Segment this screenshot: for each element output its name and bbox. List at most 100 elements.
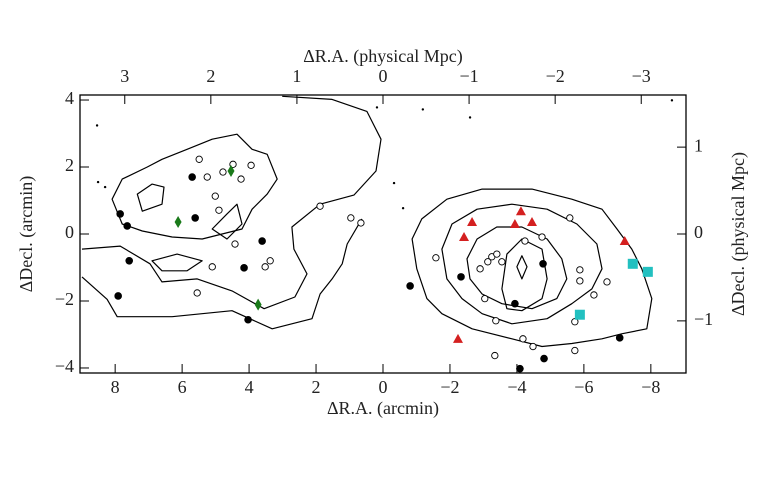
dot-point (670, 99, 674, 102)
open-circle-point (237, 175, 245, 183)
open-circle-point (211, 192, 219, 200)
diamond-point (254, 298, 262, 311)
open-circle-point (357, 219, 365, 227)
filled-circle-point (191, 214, 199, 222)
open-circle-point (491, 351, 499, 360)
open-circle-point (432, 254, 440, 262)
filled-circle-point (615, 334, 624, 342)
filled-circle-point (258, 237, 266, 245)
contour (136, 183, 165, 212)
filled-circle-point (116, 210, 124, 218)
open-circle-point (481, 294, 489, 303)
x2-tick-label: −2 (546, 66, 565, 86)
contour (441, 203, 603, 325)
open-circle-point (316, 202, 324, 210)
open-circle-point (484, 258, 492, 266)
x-tick-label: 6 (178, 377, 187, 397)
open-circle-point (576, 266, 584, 274)
square-point (642, 266, 653, 277)
y-tick-label: 2 (65, 155, 74, 175)
filled-circle-point (540, 354, 548, 363)
dot-point (96, 180, 100, 184)
y-tick-label: 4 (65, 88, 74, 108)
filled-circle-point (244, 315, 252, 324)
open-circle-point (529, 342, 537, 351)
x-tick-label: −6 (574, 377, 593, 397)
triangle-point (509, 218, 520, 228)
filled-circle-point (125, 256, 134, 265)
contour (501, 238, 548, 312)
open-circle-point (347, 214, 355, 222)
open-circle-point (208, 263, 216, 271)
open-circle-point (521, 237, 529, 245)
x2-tick-label: −3 (632, 66, 651, 86)
filled-circle-point (240, 264, 248, 272)
dot-point (401, 207, 405, 210)
y2-tick-label: 0 (694, 222, 703, 242)
triangle-point (452, 333, 463, 343)
x2-tick-label: −1 (460, 66, 479, 86)
square-point (627, 258, 638, 269)
contour (81, 218, 363, 330)
x2-tick-label: 2 (206, 66, 215, 86)
dot-point (375, 106, 379, 109)
x-tick-label: −4 (507, 377, 526, 397)
open-circle-point (576, 277, 584, 285)
open-circle-point (492, 317, 500, 325)
dot-point (95, 124, 99, 127)
triangle-point (459, 232, 470, 242)
x-tick-label: 8 (111, 377, 120, 397)
open-circle-point (266, 257, 274, 265)
x2-tick-label: 0 (379, 66, 388, 86)
triangle-point (619, 236, 630, 246)
filled-circle-point (114, 292, 122, 300)
contour (111, 133, 278, 240)
contour (516, 255, 528, 280)
triangle-point (515, 206, 526, 216)
filled-circle-point (188, 173, 196, 181)
y-axis-label: ΔDecl. (arcmin) (16, 176, 37, 293)
diamond-point (174, 215, 182, 228)
diamond-point (227, 165, 235, 178)
plot-frame (79, 94, 687, 374)
open-circle-point (195, 155, 203, 163)
y-tick-label: −4 (55, 356, 74, 376)
x-tick-label: 0 (379, 377, 388, 397)
dot-point (421, 108, 425, 111)
x2-tick-label: 1 (292, 66, 301, 86)
contour (211, 203, 243, 240)
open-circle-point (476, 265, 484, 273)
open-circle-point (203, 173, 211, 181)
contour (81, 95, 382, 310)
triangle-point (526, 216, 537, 226)
filled-circle-point (539, 260, 547, 268)
open-circle-point (219, 168, 227, 176)
triangle-point (467, 216, 478, 226)
open-circle-point (590, 291, 598, 299)
open-circle-point (566, 214, 574, 222)
filled-circle-point (406, 282, 414, 290)
contour (151, 253, 203, 272)
dot-point (103, 185, 107, 189)
open-circle-point (247, 161, 255, 169)
dot-point (468, 116, 472, 119)
open-circle-point (571, 318, 579, 326)
filled-circle-point (457, 273, 465, 281)
open-circle-point (498, 258, 506, 266)
filled-circle-point (511, 299, 519, 308)
x2-tick-label: 3 (120, 66, 129, 86)
open-circle-point (538, 233, 546, 241)
filled-circle-point (516, 364, 524, 373)
y2-axis-label: ΔDecl. (physical Mpc) (728, 152, 749, 316)
open-circle-point (215, 206, 223, 214)
open-circle-point (261, 263, 269, 271)
open-circle-point (493, 250, 501, 258)
x-tick-label: 4 (245, 377, 254, 397)
dot-point (392, 181, 396, 185)
y2-tick-label: 1 (694, 135, 703, 155)
open-circle-point (193, 289, 201, 297)
x-tick-label: −2 (440, 377, 459, 397)
square-point (574, 309, 585, 320)
